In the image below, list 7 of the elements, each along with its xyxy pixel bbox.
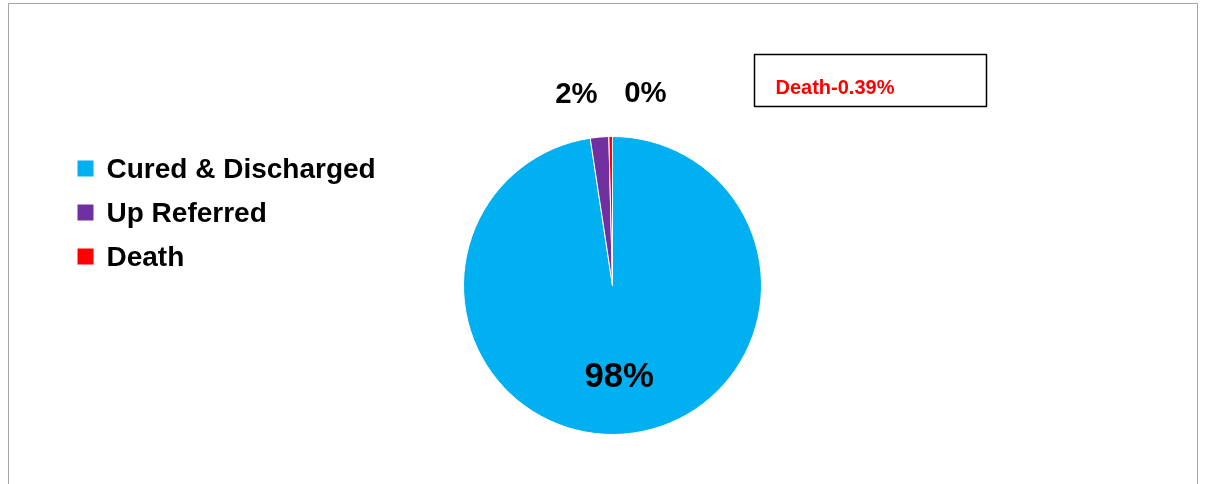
legend-label: Cured & Discharged bbox=[106, 153, 376, 184]
legend-label: Up Referred bbox=[106, 197, 267, 228]
data-label: 98% bbox=[584, 355, 654, 394]
legend-label: Death bbox=[106, 241, 185, 272]
data-label: 0% bbox=[624, 75, 667, 109]
data-label: 2% bbox=[555, 76, 598, 110]
text: Death-0.39% bbox=[775, 75, 895, 98]
